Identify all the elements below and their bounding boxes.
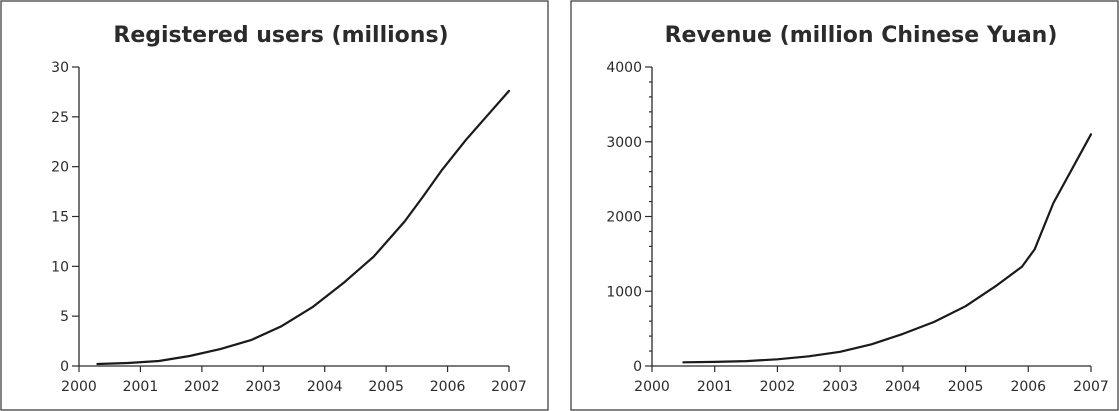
y-tick-label: 4000 xyxy=(606,60,642,76)
y-tick-label: 20 xyxy=(51,160,69,176)
y-tick-label: 15 xyxy=(51,210,69,226)
x-tick-label: 2007 xyxy=(1073,379,1109,395)
x-tick-label: 2006 xyxy=(1010,379,1046,395)
y-tick-label: 10 xyxy=(51,259,69,275)
x-tick-label: 2005 xyxy=(368,379,404,395)
x-tick-label: 2001 xyxy=(697,379,733,395)
y-tick-label: 2000 xyxy=(606,210,642,226)
series-line xyxy=(682,133,1093,364)
chart-frame xyxy=(0,0,549,411)
x-tick-label: 2000 xyxy=(634,379,670,395)
x-tick-label: 2005 xyxy=(948,379,984,395)
y-tick-label: 1000 xyxy=(606,284,642,300)
x-tick-label: 2002 xyxy=(760,379,796,395)
x-tick-label: 2007 xyxy=(491,379,527,395)
chart-title: Revenue (million Chinese Yuan) xyxy=(665,23,1058,48)
revenue-chart: Revenue (million Chinese Yuan) 0 1000 2000… xyxy=(570,0,1119,411)
revenue-chart-svg: Revenue (million Chinese Yuan) 0 1000 2000… xyxy=(570,0,1119,411)
y-tick-label: 25 xyxy=(51,110,69,126)
chart-title: Registered users (millions) xyxy=(113,23,448,48)
x-tick-label: 2001 xyxy=(123,379,159,395)
x-tick-label: 2004 xyxy=(307,379,343,395)
y-tick-label: 0 xyxy=(60,359,69,375)
y-tick-label: 5 xyxy=(60,309,69,325)
x-tick-label: 2006 xyxy=(430,379,466,395)
x-tick-label: 2000 xyxy=(61,379,97,395)
y-tick-label: 30 xyxy=(51,60,69,76)
y-tick-label: 0 xyxy=(633,359,642,375)
x-tick-label: 2002 xyxy=(184,379,220,395)
x-tick-label: 2004 xyxy=(885,379,921,395)
registered-users-chart-svg: Registered users (millions) 0 5 10 15 20 25 30… xyxy=(0,0,549,411)
y-tick-label: 3000 xyxy=(606,135,642,151)
x-tick-label: 2003 xyxy=(245,379,281,395)
x-tick-label: 2003 xyxy=(822,379,858,395)
registered-users-chart: Registered users (millions) 0 5 10 15 20 25 30… xyxy=(0,0,549,411)
series-line xyxy=(96,89,511,366)
chart-frame xyxy=(570,0,1119,411)
